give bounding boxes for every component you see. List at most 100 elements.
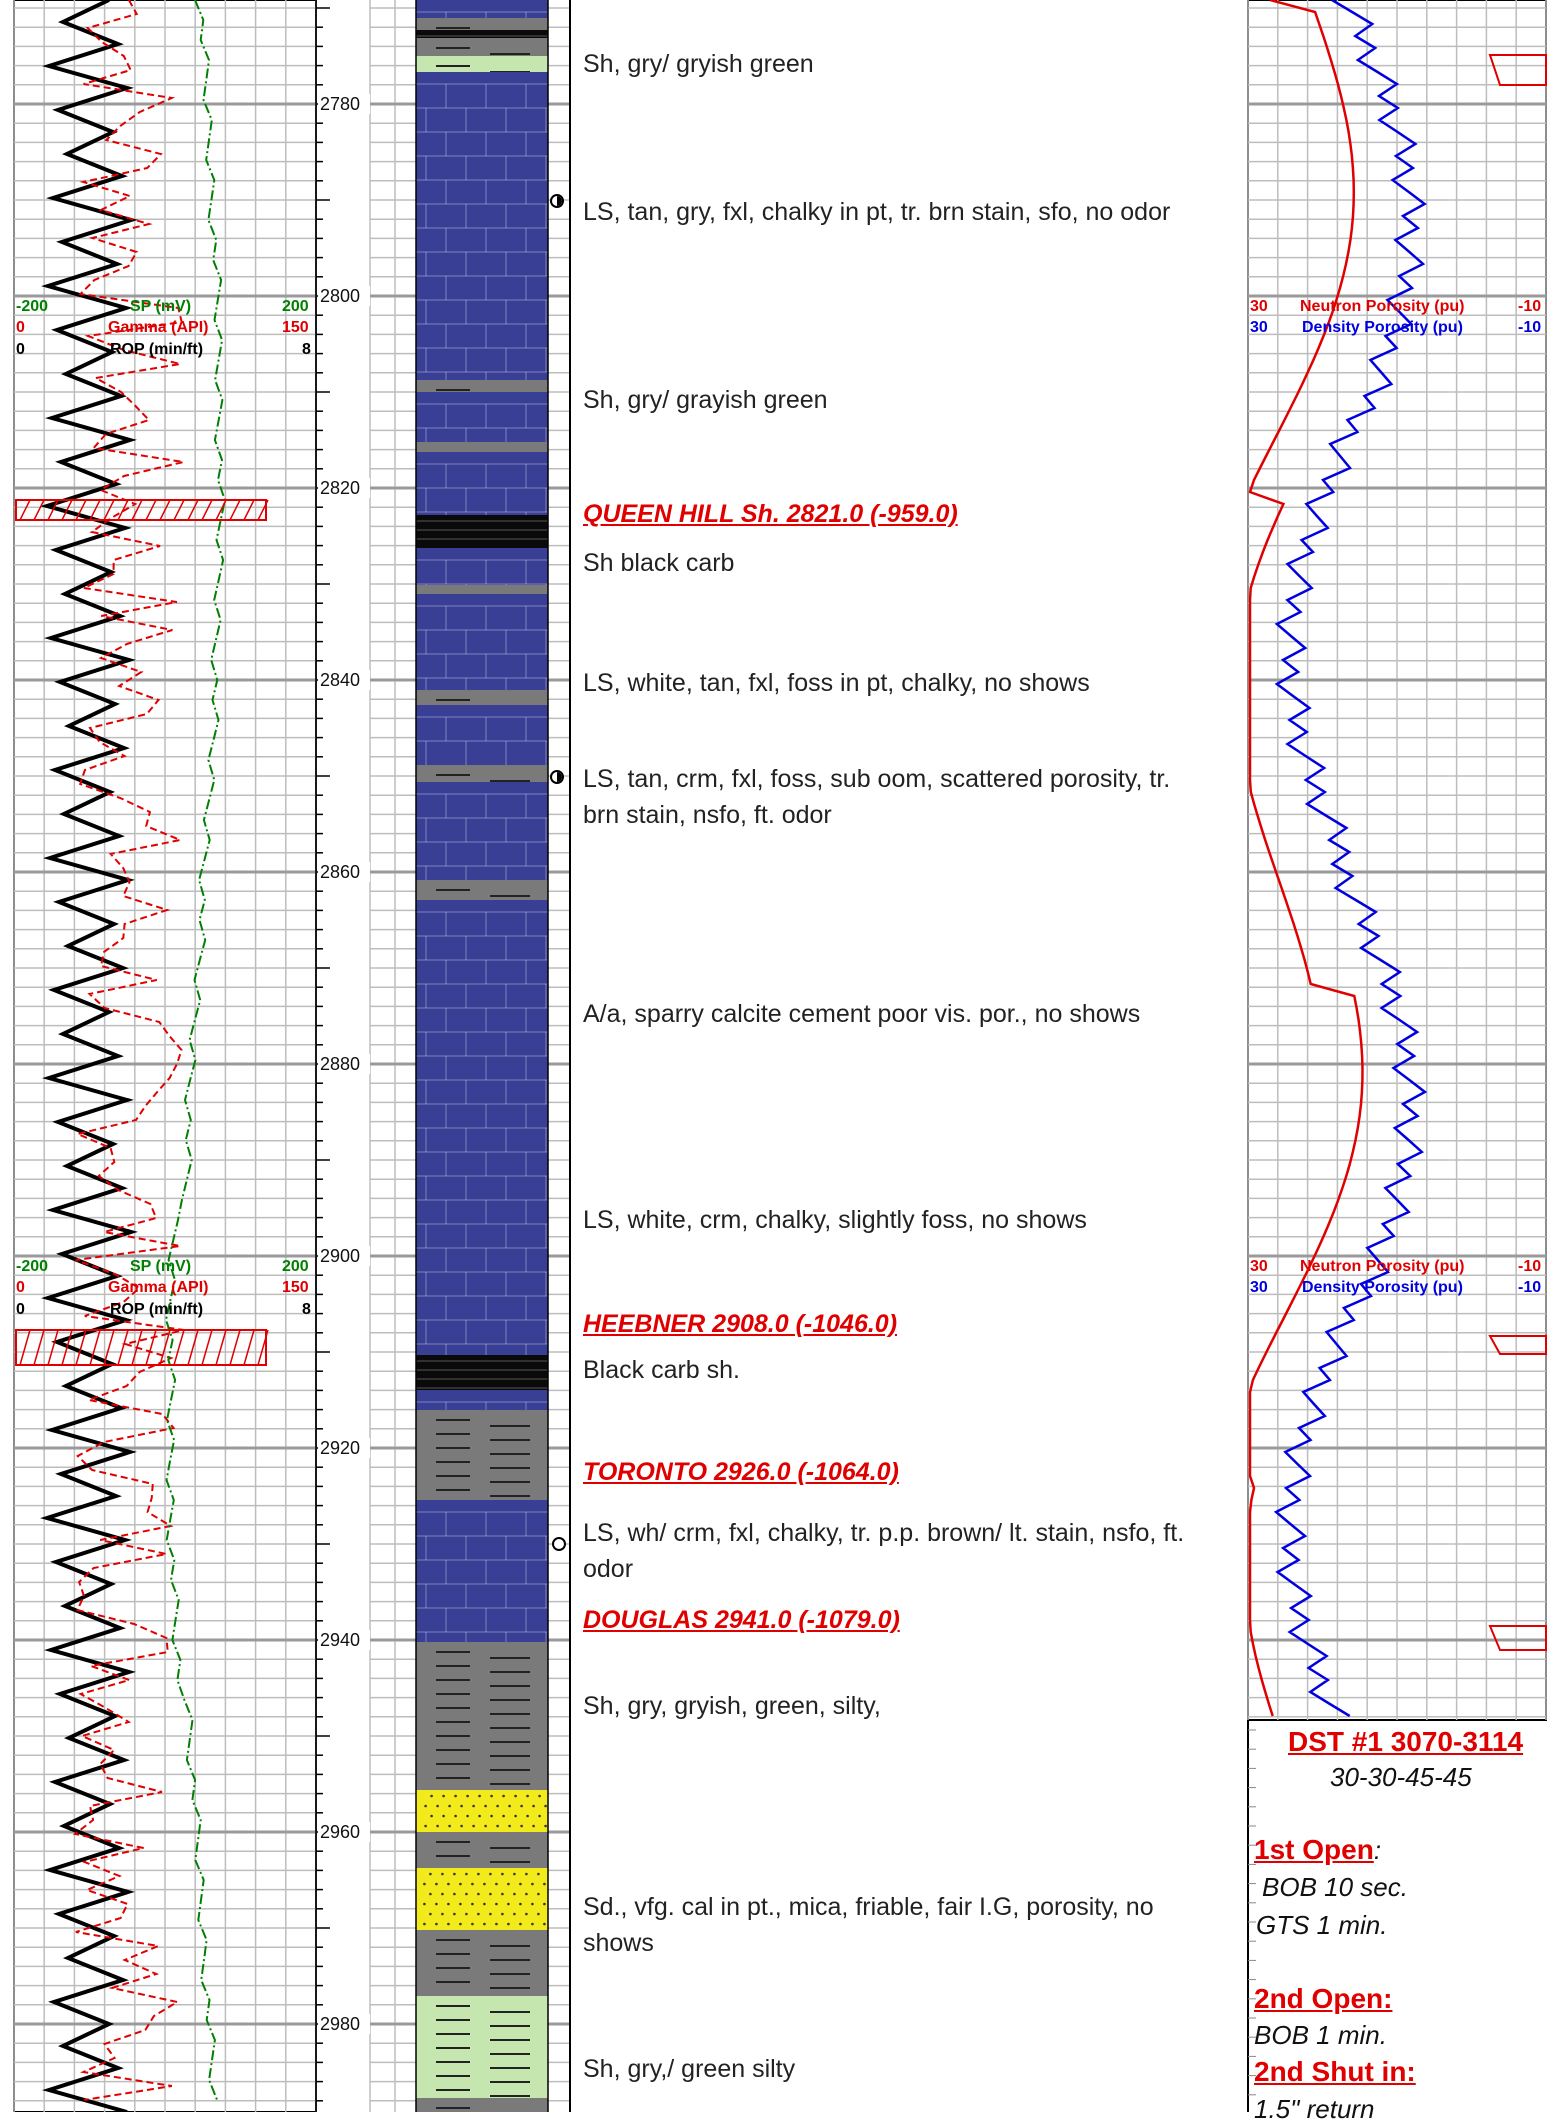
shale-flag-hatch [117,499,129,521]
pattern-dot [519,1882,522,1886]
shale-flag-hatch [33,1329,45,1366]
lith-pattern [416,1511,548,1642]
pattern-dot [543,1902,546,1906]
depth-label: 2920 [318,1438,370,1458]
pattern-dot [496,1804,499,1808]
pattern-dot [483,1922,486,1926]
depth-label: 2860 [318,862,370,882]
lithology-description: LS, tan, gry, fxl, chalky in pt, tr. brn… [583,198,1171,226]
lith-band-shale_gray [416,1642,548,1790]
pattern-dot [519,1922,522,1926]
pattern-dot [532,1824,535,1828]
shale-flag-hatch [131,499,143,521]
sp-max: 200 [282,1258,309,1275]
shale-flag-hatch [159,1329,171,1366]
gamma-max: 150 [282,319,309,336]
gamma-name: Gamma (API) [108,319,209,336]
pattern-dot [477,1912,480,1916]
no-show-open-circle-icon [552,1537,566,1551]
neutron-min: 30 [1250,298,1268,315]
formation-top: HEEBNER 2908.0 (-1046.0) [583,1310,898,1338]
depth-label: 2820 [318,478,370,498]
shale-flag-hatch [89,499,101,521]
shale-flag-hatch [257,499,269,521]
pattern-dot [460,1804,463,1808]
pattern-dot [526,1814,529,1818]
shale-flag-hatch [117,1329,129,1366]
pattern-dot [436,1824,439,1828]
pattern-dot [459,1882,462,1886]
shale-flag-hatch [201,1329,213,1366]
depth-track [315,0,330,2112]
pattern-dot [514,1814,517,1818]
pattern-dot [483,1882,486,1886]
pattern-dot [435,1922,438,1926]
lith-pattern [416,1401,548,1410]
pattern-dot [525,1912,528,1916]
density-max: -10 [1518,319,1542,336]
lith-pattern [416,605,548,690]
lith-band-limestone [416,452,548,515]
shale-flag-hatch [89,1329,101,1366]
shale-flag-hatch [47,499,59,521]
pattern-dot [538,1814,541,1818]
shale-flag-hatch [201,499,213,521]
left-track-grid [13,0,317,2112]
shale-flag-hatch [187,499,199,521]
pattern-dot [502,1814,505,1818]
shale-flag [15,499,267,521]
lith-band-limestone [416,0,548,18]
lith-band-shale_black [416,515,548,548]
pattern-dot [513,1872,516,1876]
lith-pattern [416,911,548,1355]
depth-label: 2900 [318,1246,370,1266]
shale-flag-hatch [61,1329,73,1366]
pattern-dot [507,1922,510,1926]
shale-flag-hatch [173,1329,185,1366]
lith-band-shale_gray [416,18,548,30]
pattern-dot [489,1892,492,1896]
depth-label: 2840 [318,670,370,690]
pattern-dot [531,1882,534,1886]
density-min: 30 [1250,1279,1268,1296]
formation-top: TORONTO 2926.0 (-1064.0) [583,1458,899,1486]
lith-band-limestone [416,548,548,585]
pattern-dot [537,1912,540,1916]
lith-pattern [416,793,548,880]
lith-band-limestone [416,900,548,1355]
pattern-dot [490,1814,493,1818]
lith-band-shale_gray [416,38,548,56]
lith-band-shale_black [416,1355,548,1390]
pattern-dot [490,1794,493,1798]
shale-flag-hatch [243,1329,255,1366]
shale-flag-hatch [61,499,73,521]
pattern-dot [495,1902,498,1906]
pattern-dot [459,1902,462,1906]
lith-pattern [424,1794,547,1828]
first-open-colon: : [1373,1835,1382,1865]
pattern-dot [460,1824,463,1828]
pattern-dot [448,1804,451,1808]
pattern-dot [441,1892,444,1896]
pattern-dot [447,1882,450,1886]
pattern-dot [544,1804,547,1808]
shale-flag-hatch [215,1329,227,1366]
lith-band-shale_green [416,56,548,72]
lith-band-shale_gray [416,585,548,594]
lith-band-shale_gray [416,2098,548,2112]
second-shut-label: 2nd Shut in: [1254,2056,1416,2087]
shale-flag-hatch [187,1329,199,1366]
formation-top: DOUGLAS 2941.0 (-1079.0) [583,1606,900,1634]
pattern-dot [436,1804,439,1808]
pattern-dot [544,1824,547,1828]
rop-curve [40,0,138,2112]
depth-label: 2780 [318,94,370,114]
pattern-dot [531,1902,534,1906]
lithology-description: LS, white, tan, fxl, foss in pt, chalky,… [583,669,1090,697]
lith-pattern [416,1360,548,1389]
lith-pattern [416,716,548,765]
lith-pattern [436,889,530,897]
pattern-dot [478,1794,481,1798]
pattern-dot [423,1902,426,1906]
